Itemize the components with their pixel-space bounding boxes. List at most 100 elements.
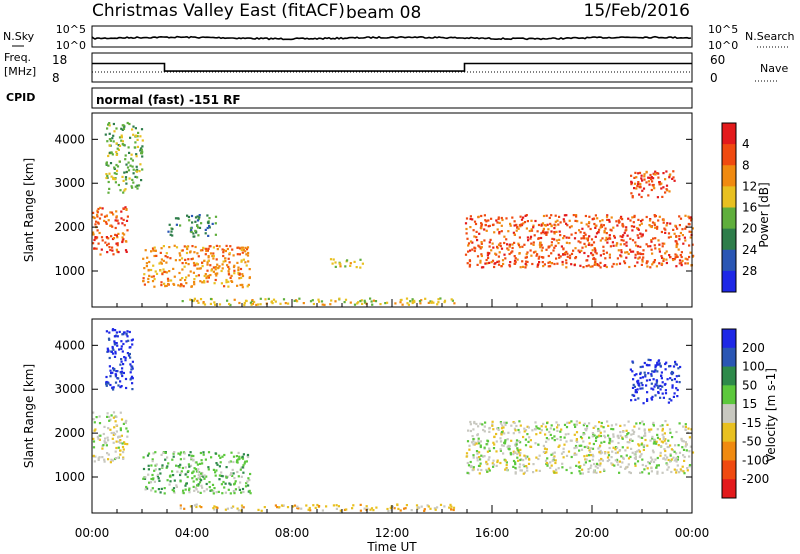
data-cell-4: [688, 464, 692, 467]
data-cell-5: [631, 370, 634, 373]
data-cell-6: [622, 239, 625, 242]
data-cell-4: [636, 450, 639, 453]
data-cell-3: [198, 216, 201, 219]
data-cell-6: [654, 226, 657, 229]
data-cell-4: [676, 455, 680, 459]
data-cell-6: [487, 219, 490, 222]
data-cell-5: [214, 303, 217, 306]
data-cell-7: [672, 176, 675, 179]
data-cell-0: [111, 459, 114, 462]
data-cell-6: [542, 265, 545, 268]
data-cell-5: [450, 298, 453, 301]
data-cell-2: [185, 245, 188, 248]
data-cell-5: [639, 365, 642, 369]
data-cell-3: [375, 506, 378, 509]
data-cell-2: [234, 488, 237, 491]
data-cell-6: [593, 258, 596, 261]
data-cell-3: [410, 509, 413, 512]
data-cell-6: [672, 258, 675, 262]
data-cell-1: [109, 139, 112, 142]
data-cell-2: [155, 272, 159, 275]
data-cell-6: [646, 265, 649, 268]
data-cell-7: [673, 179, 676, 182]
data-cell-4: [631, 439, 634, 442]
data-cell-1: [123, 125, 126, 128]
data-cell-4: [660, 440, 663, 443]
data-cell-6: [587, 255, 590, 258]
data-cell-2: [172, 490, 175, 493]
data-cell-1: [115, 342, 118, 345]
data-cell-6: [602, 249, 605, 252]
data-cell-6: [469, 215, 472, 218]
data-cell-4: [657, 464, 660, 467]
data-cell-0: [103, 440, 106, 443]
data-cell-6: [526, 236, 529, 239]
data-cell-5: [437, 301, 440, 304]
data-cell-6: [633, 215, 636, 219]
data-cell-4: [643, 429, 646, 432]
data-cell-4: [621, 446, 624, 449]
data-cell-5: [329, 303, 332, 306]
data-cell-6: [591, 253, 594, 256]
data-cell-4: [651, 435, 654, 438]
data-cell-4: [524, 444, 528, 447]
data-cell-4: [682, 454, 685, 457]
data-cell-5: [411, 300, 414, 303]
data-cell-2: [180, 257, 184, 260]
data-cell-5: [673, 392, 676, 395]
data-cell-6: [650, 225, 653, 229]
data-cell-2: [205, 277, 208, 280]
data-cell-4: [476, 434, 479, 437]
data-cell-6: [500, 224, 503, 227]
data-cell-0: [93, 247, 96, 250]
data-cell-4: [616, 451, 619, 454]
data-cell-4: [574, 425, 577, 428]
data-cell-4: [507, 431, 510, 434]
data-cell-2: [193, 264, 197, 267]
data-cell-6: [568, 226, 572, 229]
data-cell-2: [242, 453, 245, 456]
data-cell-5: [639, 372, 642, 376]
data-cell-4: [676, 464, 679, 467]
data-cell-4: [485, 443, 488, 446]
data-cell-5: [349, 301, 352, 304]
data-cell-2: [188, 491, 191, 494]
data-cell-6: [554, 224, 557, 227]
data-cell-5: [259, 303, 262, 306]
data-cell-1: [116, 165, 120, 168]
data-cell-0: [111, 246, 114, 249]
data-cell-6: [645, 260, 649, 263]
data-cell-6: [497, 217, 500, 221]
data-cell-4: [519, 469, 522, 472]
data-cell-2: [164, 458, 167, 461]
data-cell-4: [595, 462, 599, 465]
data-cell-4: [607, 454, 611, 457]
data-cell-2: [240, 248, 243, 252]
data-cell-4: [535, 425, 538, 428]
data-cell-1: [131, 178, 134, 181]
data-cell-4: [585, 445, 589, 448]
data-cell-4: [514, 429, 517, 432]
data-cell-1: [131, 382, 134, 385]
data-cell-4: [519, 424, 522, 427]
data-cell-6: [466, 262, 469, 265]
data-cell-4: [608, 439, 611, 442]
data-cell-1: [126, 335, 129, 338]
power-heatmap-data: [92, 121, 695, 307]
data-cell-2: [193, 280, 196, 284]
data-cell-2: [165, 466, 168, 469]
data-cell-6: [599, 261, 602, 264]
data-cell-6: [562, 237, 565, 240]
data-cell-2: [184, 484, 187, 487]
data-cell-4: [646, 467, 649, 470]
data-cell-6: [541, 222, 545, 225]
data-cell-5: [635, 391, 638, 394]
data-cell-4: [669, 454, 672, 457]
data-cell-5: [653, 385, 656, 388]
data-cell-5: [646, 398, 649, 401]
data-cell-4: [597, 429, 600, 433]
data-cell-4: [614, 459, 617, 462]
data-cell-4: [606, 456, 610, 459]
data-cell-4: [488, 426, 491, 430]
data-cell-2: [205, 247, 208, 251]
